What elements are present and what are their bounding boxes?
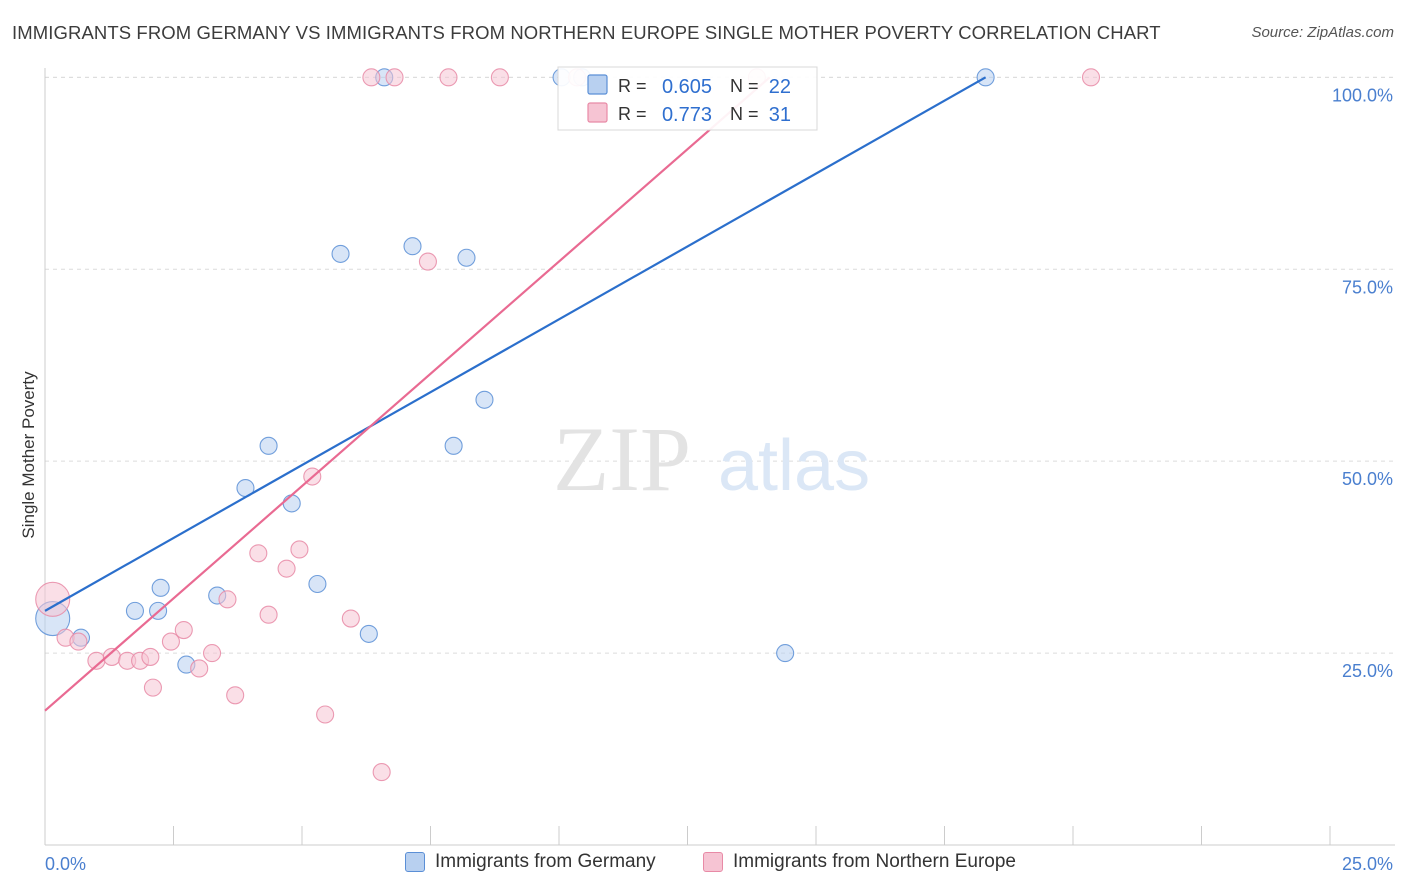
northern-europe-point	[141, 647, 160, 666]
northern-europe-point	[316, 705, 335, 724]
germany-trend-line	[44, 76, 987, 612]
northern-europe-point	[218, 590, 237, 609]
stats-swatch-germany	[587, 74, 608, 95]
legend-label-northern-europe: Immigrants from Northern Europe	[733, 851, 1016, 872]
northern-europe-point	[290, 540, 309, 559]
stats-r-value: 0.773	[662, 104, 712, 126]
stats-n-value: 22	[769, 76, 791, 98]
y-tick-label: 50.0%	[1342, 469, 1393, 489]
germany-point	[282, 494, 301, 513]
legend-item-northern-europe[interactable]: Immigrants from Northern Europe	[703, 851, 1016, 873]
northern-europe-point	[490, 68, 509, 87]
stats-n-value: 31	[769, 104, 791, 126]
northern-europe-point	[226, 686, 245, 705]
northern-europe-point	[69, 632, 88, 651]
northern-europe-point	[439, 68, 458, 87]
germany-point	[125, 601, 144, 620]
y-tick-label: 25.0%	[1342, 661, 1393, 681]
northern-europe-trend-line	[44, 76, 771, 712]
legend-swatch-germany	[405, 852, 425, 872]
germany-point	[776, 644, 795, 663]
germany-point	[457, 248, 476, 267]
northern-europe-point	[259, 605, 278, 624]
stats-r-label: R =	[618, 76, 647, 96]
northern-europe-point	[249, 544, 268, 563]
stats-r-label: R =	[618, 104, 647, 124]
northern-europe-point	[277, 559, 296, 578]
legend-swatch-northern-europe	[703, 852, 723, 872]
x-tick-label-max: 25.0%	[1342, 854, 1393, 874]
germany-point	[308, 574, 327, 594]
chart-title: IMMIGRANTS FROM GERMANY VS IMMIGRANTS FR…	[12, 22, 1161, 43]
y-tick-label: 75.0%	[1342, 277, 1393, 297]
northern-europe-point	[341, 609, 360, 628]
stats-swatch-northern-europe	[587, 102, 608, 123]
northern-europe-point	[372, 763, 391, 782]
germany-point	[151, 578, 170, 597]
watermark-atlas: atlas	[718, 426, 870, 506]
northern-europe-point	[35, 581, 71, 617]
northern-europe-point	[174, 621, 193, 640]
chart-source: Source: ZipAtlas.com	[1251, 24, 1394, 41]
northern-europe-point	[143, 678, 162, 697]
northern-europe-point	[418, 252, 437, 271]
northern-europe-point	[161, 632, 180, 651]
legend-item-germany[interactable]: Immigrants from Germany	[405, 851, 656, 873]
stats-n-label: N =	[730, 104, 759, 124]
northern-europe-point	[362, 68, 381, 87]
germany-point	[444, 436, 463, 455]
legend-label-germany: Immigrants from Germany	[435, 851, 656, 872]
germany-point	[475, 390, 494, 409]
x-tick-label-min: 0.0%	[45, 854, 86, 874]
northern-europe-point	[203, 644, 222, 663]
northern-europe-point	[385, 68, 404, 87]
y-tick-label: 100.0%	[1332, 85, 1393, 105]
northern-europe-point	[190, 659, 209, 678]
northern-europe-point	[1081, 68, 1101, 87]
germany-point	[403, 237, 422, 256]
stats-n-label: N =	[730, 76, 759, 96]
germany-point	[331, 244, 350, 263]
germany-point	[359, 624, 378, 643]
stats-r-value: 0.605	[662, 76, 712, 98]
germany-point	[259, 436, 278, 455]
watermark-zip: ZIP	[553, 408, 691, 510]
